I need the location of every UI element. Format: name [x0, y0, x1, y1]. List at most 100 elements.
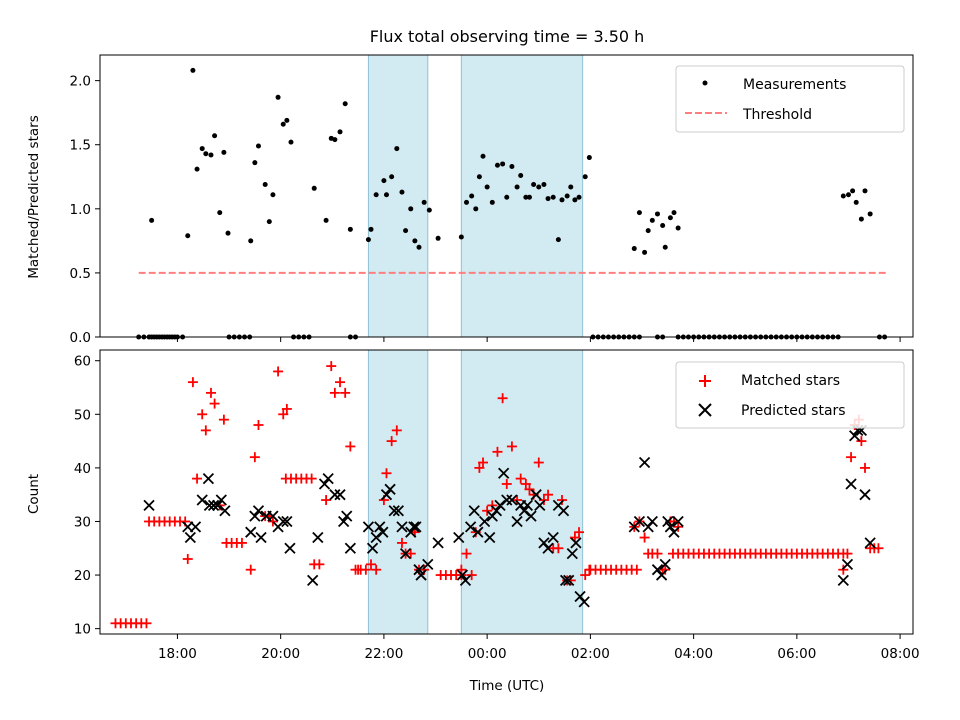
measurement-point: [332, 137, 338, 143]
predicted-star-point: [453, 531, 465, 544]
legend-predicted-label: Predicted stars: [741, 403, 846, 419]
top-shaded-intervals: [367, 54, 584, 338]
bottom-y-tick-label: 20: [74, 568, 91, 584]
measurement-point: [582, 174, 588, 180]
predicted-star-point: [559, 574, 572, 587]
matched-star-point: [506, 441, 517, 452]
predicted-star-point: [566, 547, 578, 560]
predicted-star-point: [267, 510, 279, 522]
measurement-point: [266, 219, 272, 225]
matched-star-point: [478, 457, 489, 468]
x-tick-label: 22:00: [364, 646, 403, 662]
predicted-star-point: [845, 478, 857, 490]
x-tick-label: 04:00: [674, 646, 713, 662]
matched-star-point: [182, 553, 193, 564]
measurement-point: [531, 181, 537, 187]
matched-star-point: [192, 473, 203, 484]
predicted-star-point: [646, 515, 658, 528]
matched-star-point: [386, 436, 397, 447]
measurement-point: [347, 226, 353, 232]
predicted-star-point: [521, 499, 534, 512]
measurement-point: [564, 193, 570, 199]
measurement-point: [403, 228, 409, 234]
matched-star-point: [466, 570, 477, 581]
measurement-point: [850, 188, 856, 194]
top-shaded-span-0: [367, 54, 429, 338]
bottom-legend-box: [675, 361, 905, 429]
predicted-star-point: [655, 569, 668, 581]
predicted-star-point: [380, 489, 393, 501]
predicted-star-point: [255, 531, 267, 544]
measurement-point: [408, 206, 414, 212]
measurement-point: [262, 181, 268, 187]
measurement-point: [667, 215, 673, 221]
top-legend: Measurements Threshold: [675, 65, 905, 133]
matched-star-point: [533, 457, 544, 468]
measurement-point: [586, 155, 592, 161]
predicted-star-point: [662, 515, 674, 528]
matched-star-point: [553, 543, 564, 554]
matched-star-point: [253, 420, 264, 431]
measurement-point: [550, 194, 556, 200]
measurement-point: [645, 228, 651, 234]
predicted-star-point: [490, 505, 503, 517]
predicted-star-point: [388, 505, 400, 517]
measurement-point: [311, 185, 317, 191]
predicted-star-point: [415, 569, 427, 581]
predicted-star-point: [664, 521, 677, 533]
matched-star-point: [580, 570, 591, 581]
predicted-star-point: [484, 531, 496, 544]
measurement-point: [399, 189, 405, 195]
predicted-star-point: [472, 526, 484, 538]
predicted-star-point: [511, 515, 523, 528]
measurement-point: [853, 199, 859, 205]
matched-star-point: [391, 425, 402, 436]
measurement-point: [476, 174, 482, 180]
matched-star-point: [520, 478, 531, 489]
measurement-point: [649, 217, 655, 223]
bottom-plot-data: [110, 361, 884, 629]
measurement-point: [252, 160, 258, 166]
matched-star-point: [326, 361, 337, 372]
measurement-point: [203, 151, 209, 157]
matched-star-point: [515, 473, 526, 484]
predicted-star-point: [370, 531, 382, 544]
measurement-point: [504, 194, 510, 200]
measurement-point: [217, 210, 223, 216]
predicted-star-point: [284, 542, 296, 554]
legend-measurements-label: Measurements: [743, 77, 846, 93]
matched-star-point: [366, 559, 376, 570]
matched-star-point: [556, 495, 567, 506]
measurement-point: [284, 117, 290, 123]
matched-star-point: [461, 548, 472, 559]
predicted-star-point: [849, 430, 861, 442]
measurement-point: [555, 237, 561, 243]
measurement-point: [288, 139, 294, 145]
matched-star-point: [245, 564, 256, 575]
matched-star-point: [492, 446, 503, 457]
predicted-star-point: [506, 494, 518, 506]
matched-star-point: [474, 462, 485, 473]
top-shaded-span-1: [460, 54, 584, 338]
measurement-point: [572, 197, 578, 203]
bottom-ylabel: Count: [26, 474, 42, 514]
matched-star-point: [856, 436, 867, 447]
x-tick-label: 06:00: [777, 646, 816, 662]
predicted-star-point: [547, 531, 559, 544]
matched-star-point: [273, 366, 284, 377]
measurement-point: [473, 206, 479, 212]
predicted-star-point: [392, 505, 404, 517]
predicted-star-point: [341, 510, 353, 522]
predicted-star-point: [143, 499, 155, 512]
measurement-point: [867, 211, 873, 217]
measurement-point: [840, 193, 846, 199]
measurement-point: [576, 194, 582, 200]
matched-star-point: [405, 548, 416, 559]
predicted-star-point: [277, 515, 289, 528]
predicted-star-point: [312, 531, 324, 544]
measurement-point: [342, 101, 348, 107]
matched-star-point: [321, 495, 332, 506]
matched-star-point: [652, 548, 663, 559]
measurement-point: [185, 233, 191, 239]
measurement-point: [212, 133, 218, 139]
